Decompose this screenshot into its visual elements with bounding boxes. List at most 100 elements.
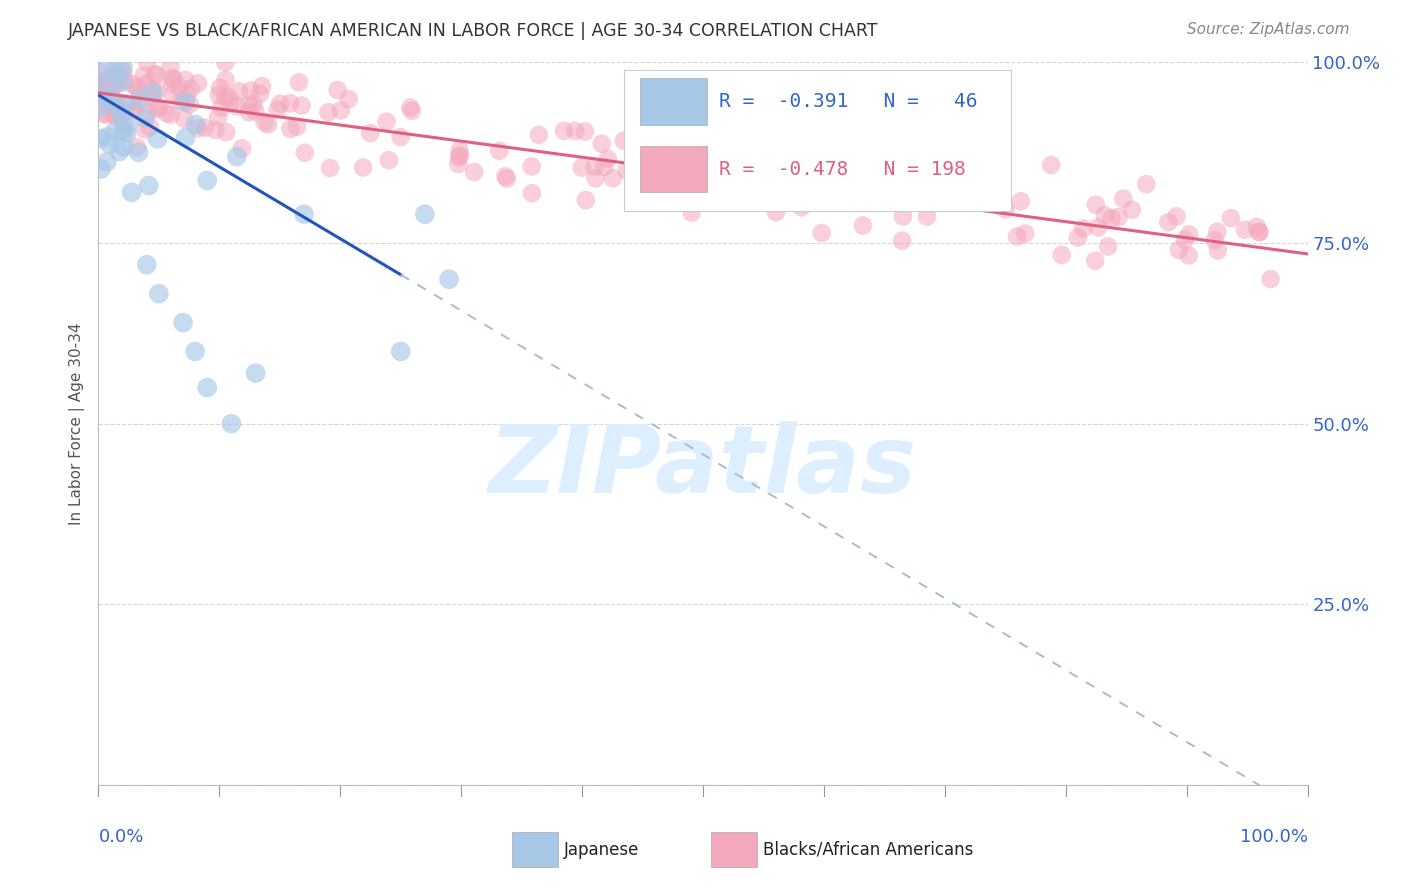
Point	[401, 103, 423, 118]
Text: R =  -0.478   N = 198: R = -0.478 N = 198	[718, 160, 966, 179]
Point	[121, 186, 143, 200]
Point	[681, 205, 703, 219]
Point	[184, 118, 207, 132]
Point	[1166, 210, 1188, 224]
Point	[90, 100, 112, 114]
Point	[162, 87, 184, 102]
Point	[195, 380, 218, 394]
Point	[128, 145, 150, 160]
Point	[990, 195, 1012, 210]
Point	[184, 344, 207, 359]
Point	[231, 141, 253, 155]
Point	[110, 103, 132, 117]
Point	[214, 73, 236, 87]
Point	[94, 88, 117, 103]
Point	[253, 115, 276, 129]
Point	[112, 121, 135, 136]
Point	[112, 126, 135, 140]
Point	[145, 102, 167, 116]
Point	[564, 124, 586, 138]
Point	[1040, 158, 1063, 172]
Point	[128, 92, 150, 106]
Point	[494, 169, 516, 184]
Point	[585, 171, 607, 186]
Point	[1014, 227, 1036, 241]
Point	[648, 146, 671, 161]
Point	[138, 178, 160, 193]
Point	[602, 171, 624, 186]
Point	[583, 160, 606, 174]
Point	[762, 188, 785, 202]
Point	[94, 75, 117, 89]
Point	[1219, 211, 1241, 225]
Point	[596, 152, 619, 166]
Point	[852, 219, 875, 233]
Point	[207, 111, 229, 125]
Point	[914, 182, 936, 196]
Point	[641, 153, 664, 167]
Point	[162, 72, 184, 87]
Point	[278, 96, 301, 111]
Point	[1206, 225, 1229, 239]
Point	[104, 109, 127, 123]
Point	[915, 210, 938, 224]
Point	[89, 131, 111, 145]
Text: 0.0%: 0.0%	[98, 829, 143, 847]
Point	[994, 202, 1017, 217]
Point	[437, 272, 460, 286]
Point	[1178, 248, 1201, 262]
Point	[1094, 209, 1116, 223]
Point	[1178, 227, 1201, 242]
Point	[174, 130, 197, 145]
Point	[707, 153, 730, 168]
Point	[128, 95, 150, 110]
Point	[553, 124, 575, 138]
Point	[148, 100, 170, 114]
Point	[520, 160, 543, 174]
Point	[104, 68, 127, 82]
Point	[111, 60, 134, 74]
Point	[187, 121, 209, 136]
Point	[112, 139, 135, 153]
Point	[91, 79, 114, 94]
Point	[1097, 239, 1119, 253]
Point	[139, 120, 162, 135]
Point	[94, 107, 117, 121]
Point	[463, 165, 485, 179]
Point	[941, 190, 963, 204]
FancyBboxPatch shape	[512, 832, 558, 867]
Point	[214, 90, 236, 104]
Point	[723, 145, 745, 160]
Point	[782, 194, 804, 208]
Point	[326, 83, 349, 97]
Point	[527, 128, 550, 142]
FancyBboxPatch shape	[711, 832, 758, 867]
Point	[359, 126, 381, 140]
Point	[174, 73, 197, 87]
Point	[257, 118, 280, 132]
Point	[170, 94, 193, 108]
Point	[378, 153, 401, 168]
Point	[449, 148, 471, 162]
Point	[169, 80, 191, 95]
Point	[239, 84, 262, 98]
Point	[179, 82, 201, 96]
Point	[105, 95, 128, 110]
Point	[179, 97, 201, 112]
Point	[141, 89, 163, 103]
Point	[114, 73, 136, 87]
Point	[1050, 248, 1073, 262]
Point	[162, 70, 184, 85]
Point	[245, 104, 267, 119]
Point	[922, 182, 945, 196]
Point	[124, 103, 146, 118]
Point	[187, 77, 209, 91]
Point	[89, 88, 111, 103]
Point	[93, 61, 115, 75]
Point	[112, 64, 135, 78]
Point	[399, 101, 422, 115]
Point	[100, 71, 122, 86]
Point	[204, 123, 226, 137]
Point	[111, 75, 134, 89]
Point	[173, 112, 195, 126]
